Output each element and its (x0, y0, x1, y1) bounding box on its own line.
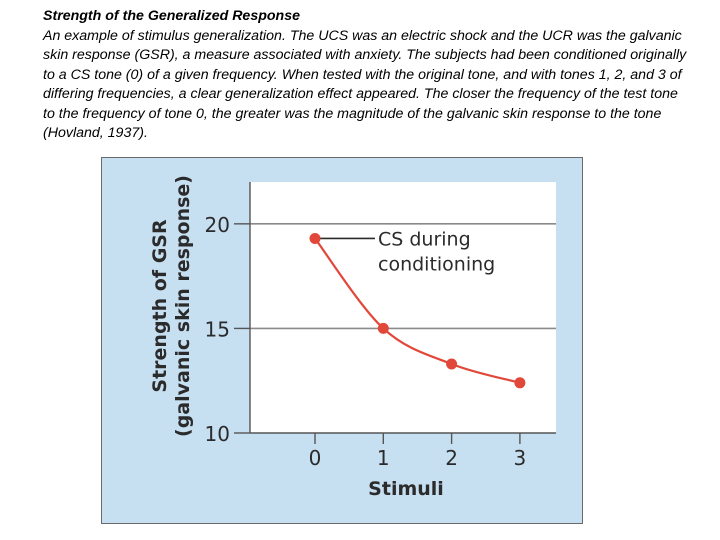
annotation-label-line2: conditioning (378, 253, 495, 275)
x-axis-title: Stimuli (368, 478, 444, 500)
x-tick-label: 1 (377, 446, 390, 470)
chart-figure: 20 15 10 0 1 2 3 Stimuli Strength of GSR (galvani… (101, 157, 583, 524)
y-tick-label: 10 (205, 422, 230, 446)
plot-area (250, 182, 556, 433)
gsr-series-line (314, 237, 521, 384)
data-point (377, 322, 389, 334)
data-point (514, 377, 526, 389)
x-tick-label: 2 (445, 446, 458, 470)
annotation-label-line1: CS during (378, 228, 471, 250)
data-point (309, 232, 321, 244)
y-tick-label: 20 (205, 213, 230, 237)
gsr-line-chart: 20 15 10 0 1 2 3 Stimuli Strength of GSR (galvani… (149, 175, 556, 500)
x-tick-label: 3 (514, 446, 527, 470)
y-tick-label: 15 (205, 317, 230, 341)
data-point (446, 358, 458, 370)
y-axis-title-line2: (galvanic skin response) (172, 175, 194, 437)
y-axis-title-line1: Strength of GSR (149, 219, 171, 393)
caption-title: Strength of the Generalized Response (43, 8, 300, 24)
caption-body: An example of stimulus generalization. T… (43, 27, 687, 142)
x-tick-label: 0 (309, 446, 322, 470)
figure-caption: Strength of the Generalized Response An … (43, 7, 693, 144)
